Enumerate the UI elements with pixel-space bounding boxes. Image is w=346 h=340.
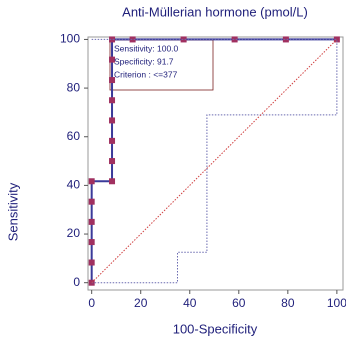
x-tick-label: 40 bbox=[183, 296, 197, 310]
y-tick-label: 0 bbox=[73, 275, 80, 289]
annotation-text: Sensitivity: 100.0 bbox=[114, 43, 179, 53]
marker bbox=[88, 259, 95, 266]
marker bbox=[109, 97, 116, 104]
marker bbox=[109, 77, 116, 84]
y-tick-label: 60 bbox=[67, 129, 81, 143]
y-tick-label: 100 bbox=[60, 32, 80, 46]
plot-frame bbox=[87, 36, 344, 291]
marker bbox=[109, 56, 116, 63]
marker bbox=[88, 239, 95, 246]
y-tick-label: 40 bbox=[67, 178, 81, 192]
marker bbox=[109, 158, 116, 165]
marker bbox=[88, 178, 95, 185]
marker bbox=[109, 137, 116, 144]
marker bbox=[180, 36, 187, 43]
chart-title: Anti-Müllerian hormone (pmol/L) bbox=[122, 4, 308, 19]
marker bbox=[109, 178, 116, 185]
y-tick-label: 80 bbox=[67, 80, 81, 94]
series-line bbox=[91, 39, 338, 284]
marker bbox=[88, 198, 95, 205]
annotation-text: Criterion : <=377 bbox=[114, 69, 178, 79]
x-tick-label: 60 bbox=[232, 296, 246, 310]
marker bbox=[231, 36, 238, 43]
marker bbox=[109, 36, 116, 43]
marker bbox=[282, 36, 289, 43]
x-tick-label: 0 bbox=[88, 296, 95, 310]
y-tick-label: 20 bbox=[67, 226, 81, 240]
annotation-text: Specificity: 91.7 bbox=[114, 56, 174, 66]
marker bbox=[129, 36, 136, 43]
x-tick-label: 20 bbox=[134, 296, 148, 310]
y-axis-label: Sensitivity bbox=[5, 182, 20, 241]
x-tick-label: 100 bbox=[327, 296, 346, 310]
x-axis-label: 100-Specificity bbox=[173, 321, 258, 336]
marker bbox=[109, 117, 116, 124]
marker bbox=[88, 218, 95, 225]
x-tick-label: 80 bbox=[281, 296, 295, 310]
